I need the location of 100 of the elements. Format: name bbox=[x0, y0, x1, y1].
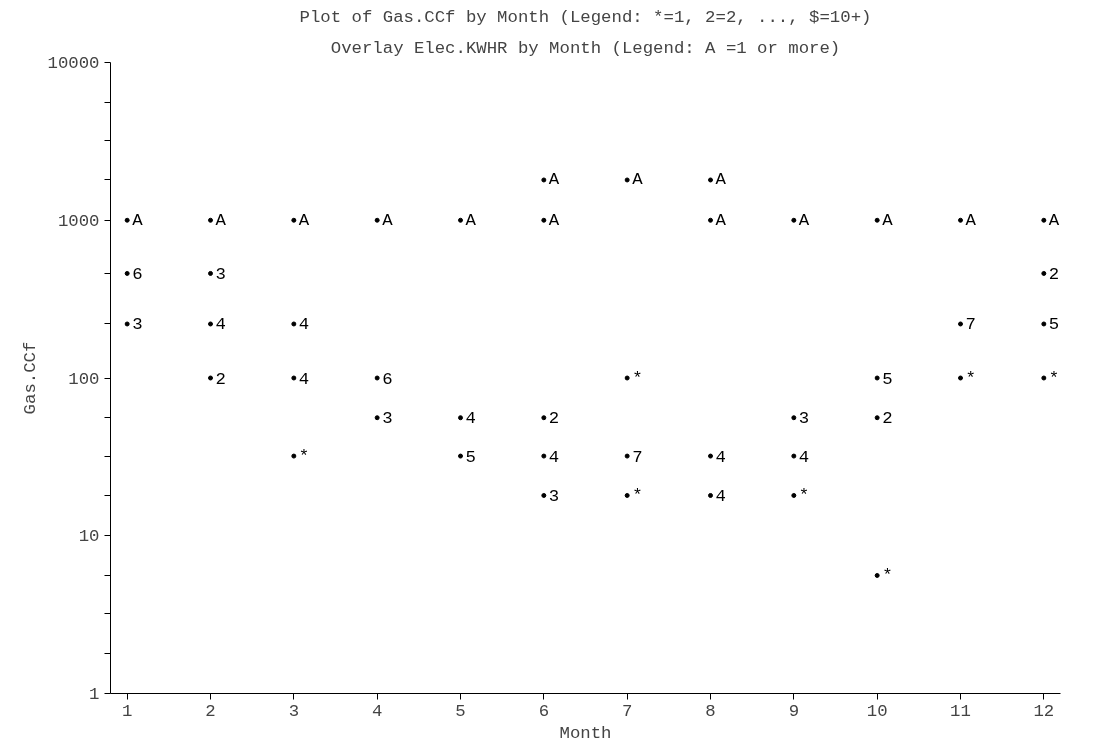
point bbox=[791, 453, 797, 459]
x-tick-label: 3 bbox=[288, 701, 300, 721]
series-label: 7 bbox=[965, 315, 976, 335]
point bbox=[374, 415, 380, 421]
text: 2 bbox=[882, 409, 893, 429]
x-tick-label: 2 bbox=[205, 701, 216, 721]
text: A bbox=[465, 210, 476, 230]
point bbox=[624, 375, 630, 381]
point bbox=[208, 375, 213, 381]
text: 4 bbox=[465, 409, 476, 429]
text: 4 bbox=[798, 447, 810, 467]
series-label: 6 bbox=[132, 264, 143, 284]
point bbox=[291, 321, 297, 327]
point bbox=[541, 217, 547, 223]
text: 2 bbox=[548, 409, 560, 429]
point bbox=[541, 492, 547, 498]
text: A bbox=[632, 170, 643, 190]
point bbox=[708, 217, 713, 223]
point bbox=[791, 492, 797, 498]
text: A bbox=[965, 210, 976, 230]
point bbox=[624, 177, 630, 183]
point bbox=[958, 321, 963, 327]
x-tick-label: 5 bbox=[455, 701, 466, 721]
text: A bbox=[298, 210, 310, 230]
text: 3 bbox=[798, 409, 810, 429]
text: 3 bbox=[548, 486, 560, 506]
text: A bbox=[548, 210, 560, 230]
point bbox=[1041, 217, 1047, 223]
series-label: A bbox=[548, 170, 560, 190]
text: 5 bbox=[882, 369, 893, 389]
point bbox=[624, 453, 630, 459]
text: 2 bbox=[215, 369, 226, 389]
text: 4 bbox=[715, 447, 726, 467]
x-tick-label: 8 bbox=[705, 701, 716, 721]
y-tick-label: 1 bbox=[89, 685, 100, 704]
y-tick-label: 10 bbox=[78, 527, 100, 547]
x-axis-title: Month bbox=[559, 723, 612, 743]
point bbox=[958, 217, 963, 223]
point bbox=[624, 492, 630, 498]
point bbox=[874, 375, 880, 381]
series-label: 2 bbox=[1048, 264, 1060, 284]
point bbox=[208, 321, 213, 327]
point bbox=[208, 217, 213, 223]
text: * bbox=[1048, 368, 1060, 388]
point bbox=[874, 415, 880, 421]
point bbox=[708, 453, 713, 459]
point bbox=[791, 415, 797, 421]
text: * bbox=[798, 485, 810, 505]
x-tick-label: 12 bbox=[1033, 701, 1055, 721]
chart-title: Plot of Gas.CCf by Month (Legend: *=1, 2=2, ..., $=10+) bbox=[299, 7, 872, 27]
point bbox=[791, 217, 797, 223]
text: 4 bbox=[298, 369, 310, 389]
text: * bbox=[298, 446, 310, 466]
text: A bbox=[798, 210, 810, 230]
x-tick-label: 4 bbox=[371, 701, 383, 721]
point bbox=[291, 217, 297, 223]
point bbox=[708, 177, 713, 183]
x-tick-label: 10 bbox=[866, 701, 888, 721]
text: A bbox=[215, 210, 226, 230]
x-tick-label: 6 bbox=[538, 701, 550, 721]
text: 7 bbox=[632, 447, 643, 467]
text: 5 bbox=[465, 447, 476, 467]
point bbox=[541, 453, 547, 459]
text: A bbox=[382, 210, 393, 230]
y-tick-label: 10000 bbox=[47, 54, 100, 73]
text: A bbox=[882, 210, 893, 230]
text: * bbox=[882, 565, 893, 585]
point bbox=[1041, 321, 1047, 327]
point bbox=[874, 217, 880, 223]
point bbox=[541, 415, 547, 421]
point bbox=[1041, 375, 1047, 381]
point bbox=[374, 375, 380, 381]
series-label: 3 bbox=[215, 264, 226, 284]
y-axis-title: Gas.CCf bbox=[20, 341, 40, 415]
text: A bbox=[1048, 210, 1060, 230]
point bbox=[874, 572, 880, 578]
x-tick-label: 9 bbox=[788, 701, 800, 721]
point bbox=[458, 453, 463, 459]
point bbox=[124, 321, 130, 327]
point bbox=[541, 177, 547, 183]
text: * bbox=[965, 368, 976, 388]
text: A bbox=[715, 170, 726, 190]
point bbox=[208, 270, 213, 276]
text: 6 bbox=[382, 369, 393, 389]
point bbox=[458, 217, 463, 223]
point bbox=[958, 375, 963, 381]
x-tick-label: 11 bbox=[950, 701, 971, 721]
text: 3 bbox=[382, 409, 393, 429]
x-tick-label: 7 bbox=[621, 701, 633, 721]
text: 3 bbox=[132, 315, 143, 335]
series-label: 4 bbox=[215, 315, 226, 335]
chart-subtitle: Overlay Elec.KWHR by Month (Legend: A =1 or more) bbox=[330, 38, 841, 58]
point bbox=[124, 217, 130, 223]
point bbox=[124, 270, 130, 276]
point bbox=[374, 217, 380, 223]
text: 4 bbox=[548, 447, 560, 467]
y-tick-label: 100 bbox=[68, 369, 100, 389]
text: A bbox=[132, 210, 143, 230]
x-tick-label: 1 bbox=[121, 701, 133, 721]
series-label: 5 bbox=[1048, 315, 1060, 335]
